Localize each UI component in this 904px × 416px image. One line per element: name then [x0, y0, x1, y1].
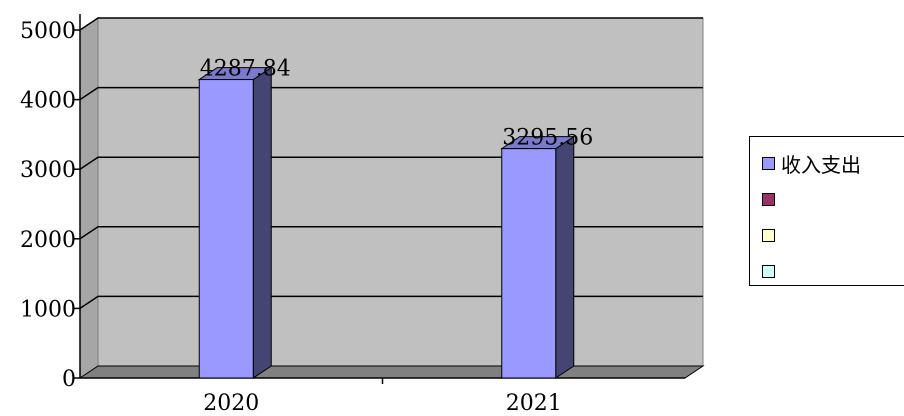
y-tick-label: 2000 [20, 228, 76, 253]
data-label: 4287.84 [200, 57, 291, 82]
side-wall [79, 17, 99, 379]
gridline [79, 17, 703, 31]
legend-swatch-1 [762, 156, 775, 170]
y-tick-label: 3000 [20, 158, 76, 183]
bars [197, 66, 576, 379]
legend-swatch-3 [762, 228, 775, 242]
data-label: 3295.56 [502, 126, 593, 151]
legend: 收入支出 [749, 136, 904, 286]
legend-swatch-2 [762, 192, 775, 206]
plot-walls [78, 17, 705, 379]
back-wall [97, 17, 704, 367]
legend-item-2 [762, 187, 781, 211]
y-tick-label: 1000 [20, 297, 76, 322]
y-tick-label: 4000 [20, 89, 76, 114]
floor [78, 365, 705, 379]
bar-side [555, 135, 575, 379]
legend-item-3 [762, 223, 781, 247]
gridline [79, 86, 703, 101]
x-tick-label: 2020 [203, 391, 259, 416]
bar-side [252, 66, 272, 379]
legend-label-1: 收入支出 [781, 152, 861, 177]
bar [198, 79, 254, 379]
bar [501, 148, 557, 379]
y-tick-label: 0 [62, 367, 76, 392]
x-tick-label: 2021 [506, 391, 562, 416]
axes: 0 1000 2000 3000 4000 5000 2020 2021 [20, 14, 685, 416]
y-tick-label: 5000 [20, 19, 76, 44]
data-labels: 4287.84 3295.56 [200, 57, 593, 151]
legend-swatch-4 [762, 264, 775, 278]
legend-item-4 [762, 259, 781, 283]
legend-item-1: 收入支出 [762, 151, 861, 177]
